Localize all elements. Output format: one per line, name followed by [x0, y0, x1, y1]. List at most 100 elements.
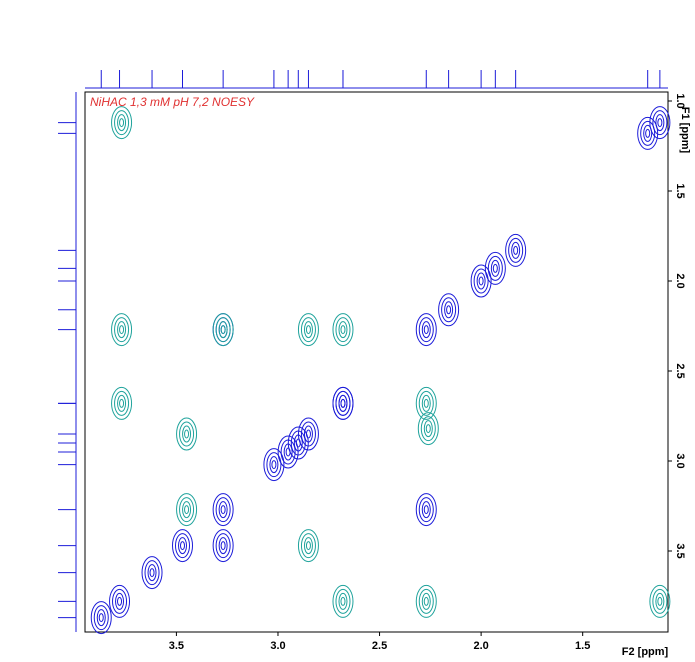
- contour-line: [111, 386, 133, 420]
- contour-line: [418, 497, 434, 523]
- contour-line: [175, 533, 191, 559]
- contour-line: [114, 390, 130, 416]
- contour-line: [645, 128, 651, 138]
- contour-line: [176, 417, 198, 451]
- contour-line: [98, 613, 104, 623]
- contour-line: [300, 533, 316, 559]
- peak: [111, 386, 133, 420]
- contour-line: [415, 386, 437, 420]
- y-tick-label: 3.5: [674, 543, 686, 558]
- peak: [172, 529, 194, 563]
- contour-line: [332, 313, 354, 347]
- contour-line: [179, 421, 195, 447]
- contour-line: [117, 394, 127, 412]
- peak: [90, 601, 112, 635]
- contour-line: [423, 596, 429, 606]
- contour-line: [338, 321, 348, 339]
- peak: [637, 116, 659, 150]
- contour-line: [149, 568, 155, 578]
- peak: [505, 233, 527, 267]
- contour-line: [643, 124, 653, 142]
- contour-line: [215, 533, 231, 559]
- contour-line: [438, 293, 460, 327]
- peak: [111, 106, 133, 140]
- contour-line: [444, 301, 454, 319]
- contour-line: [141, 556, 163, 590]
- contour-line: [178, 537, 188, 555]
- peak: [297, 417, 319, 451]
- contour-line: [172, 529, 194, 563]
- contour-line: [117, 114, 127, 132]
- x-tick-label: 3.5: [169, 640, 184, 652]
- contour-line: [425, 424, 431, 434]
- contour-line: [340, 398, 346, 408]
- contour-line: [277, 435, 299, 469]
- contour-line: [305, 429, 311, 439]
- peak: [415, 313, 437, 347]
- x-axis-label: F2 [ppm]: [622, 646, 669, 658]
- contour-line: [649, 106, 671, 140]
- contour-line: [96, 609, 106, 627]
- peak: [332, 584, 354, 618]
- contour-line: [505, 233, 527, 267]
- contour-line: [112, 588, 128, 614]
- contour-line: [212, 493, 234, 527]
- peak: [649, 106, 671, 140]
- contour-line: [305, 325, 311, 335]
- contour-line: [423, 398, 429, 408]
- contour-line: [182, 501, 192, 519]
- y-tick-label: 1.0: [674, 93, 686, 108]
- contour-line: [655, 114, 665, 132]
- contour-line: [332, 584, 354, 618]
- contour-line: [421, 321, 431, 339]
- plot-frame: [84, 91, 669, 633]
- peak: [415, 584, 437, 618]
- contour-line: [215, 317, 231, 343]
- contour-line: [338, 592, 348, 610]
- contour-line: [511, 241, 521, 259]
- contour-line: [513, 245, 519, 255]
- contour-line: [340, 596, 346, 606]
- contour-line: [415, 313, 437, 347]
- contour-line: [176, 493, 198, 527]
- contour-line: [184, 505, 190, 515]
- contour-line: [649, 584, 671, 618]
- contour-line: [446, 305, 452, 315]
- contour-line: [119, 118, 125, 128]
- contour-line: [111, 313, 133, 347]
- contour-line: [144, 560, 160, 586]
- contour-line: [418, 588, 434, 614]
- contour-line: [119, 325, 125, 335]
- peak: [212, 313, 234, 347]
- contour-line: [115, 592, 125, 610]
- contour-line: [415, 493, 437, 527]
- contour-line: [652, 110, 668, 136]
- contour-line: [335, 588, 351, 614]
- contour-line: [487, 255, 503, 281]
- contour-line: [421, 501, 431, 519]
- contour-line: [470, 264, 492, 298]
- contour-line: [338, 394, 348, 412]
- x-tick-label: 2.0: [473, 640, 488, 652]
- contour-line: [305, 541, 311, 551]
- contour-line: [657, 118, 663, 128]
- peak: [111, 313, 133, 347]
- contour-line: [657, 596, 663, 606]
- contour-line: [184, 429, 190, 439]
- contour-line: [297, 529, 319, 563]
- peak: [212, 529, 234, 563]
- peak: [438, 293, 460, 327]
- contour-line: [420, 416, 436, 442]
- contour-line: [93, 605, 109, 631]
- y-tick-label: 2.5: [674, 363, 686, 378]
- contour-line: [114, 110, 130, 136]
- contour-line: [300, 421, 316, 447]
- peak: [141, 556, 163, 590]
- contour-line: [117, 321, 127, 339]
- contour-line: [117, 596, 123, 606]
- contour-line: [421, 592, 431, 610]
- contour-line: [180, 541, 186, 551]
- x-tick-label: 3.0: [270, 640, 285, 652]
- contour-line: [218, 501, 228, 519]
- contour-line: [303, 321, 313, 339]
